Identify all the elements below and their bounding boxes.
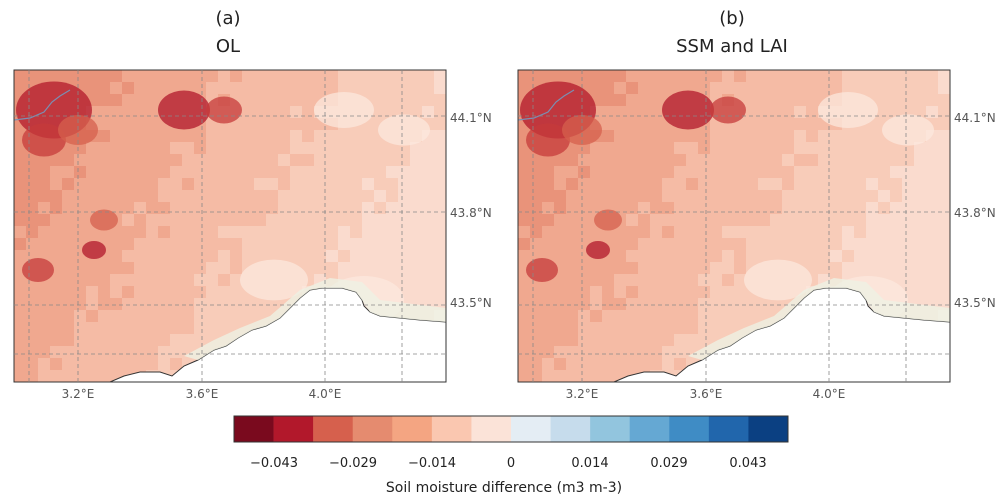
map-panel-b <box>518 70 950 382</box>
colorbar-tick-5: 0.014 <box>571 456 609 471</box>
colorbar-title: Soil moisture difference (m3 m-3) <box>385 480 623 496</box>
map-a-river <box>14 89 71 121</box>
map-panel-a <box>14 70 446 382</box>
colorbar-swatch <box>708 416 749 442</box>
colorbar-swatch <box>550 416 591 442</box>
map-a-frame <box>13 69 447 383</box>
map-a-lon-tick-2: 3.6°E <box>186 387 219 401</box>
colorbar-swatch <box>313 416 354 442</box>
colorbar-frame <box>233 415 789 443</box>
panel-b-label: (b) <box>719 8 745 29</box>
colorbar-swatch <box>748 416 789 442</box>
panel-b-title: SSM and LAI <box>676 36 788 57</box>
colorbar-swatch <box>590 416 631 442</box>
colorbar-swatch <box>471 416 512 442</box>
colorbar-tick-7: 0.043 <box>729 456 767 471</box>
map-a-lat-tick-2: 43.8°N <box>450 206 492 220</box>
map-b-river <box>518 89 575 121</box>
colorbar-swatch <box>273 416 314 442</box>
colorbar-swatch <box>431 416 472 442</box>
colorbar-swatch <box>629 416 670 442</box>
map-a-shore-tint <box>184 278 446 360</box>
map-b-lat-tick-1: 44.1°N <box>954 111 996 125</box>
colorbar-swatch <box>352 416 393 442</box>
map-b-lon-tick-1: 3.2°E <box>566 387 599 401</box>
colorbar-swatch <box>511 416 551 442</box>
map-b-shore-tint <box>688 278 950 360</box>
map-a-lon-tick-1: 3.2°E <box>62 387 95 401</box>
map-b-frame <box>517 69 951 383</box>
colorbar-tick-6: 0.029 <box>650 456 688 471</box>
colorbar-swatch <box>234 416 274 442</box>
colorbar-tick-2: −0.029 <box>328 456 378 471</box>
map-b-lat-tick-2: 43.8°N <box>954 206 996 220</box>
map-b-lon-tick-2: 3.6°E <box>690 387 723 401</box>
map-b-gridlines <box>518 70 950 382</box>
map-a-lon-tick-3: 4.0°E <box>309 387 342 401</box>
map-a-lat-tick-3: 43.5°N <box>450 296 492 310</box>
colorbar-swatch <box>392 416 433 442</box>
map-b-lon-tick-3: 4.0°E <box>813 387 846 401</box>
colorbar-tick-4: 0 <box>506 456 516 471</box>
panel-a-title: OL <box>215 36 241 57</box>
colorbar <box>234 416 789 442</box>
map-b-lat-tick-3: 43.5°N <box>954 296 996 310</box>
map-a-gridlines <box>14 70 446 382</box>
colorbar-tick-1: −0.043 <box>249 456 299 471</box>
colorbar-tick-3: −0.014 <box>407 456 457 471</box>
colorbar-swatch <box>669 416 710 442</box>
panel-a-label: (a) <box>215 8 241 29</box>
map-a-lat-tick-1: 44.1°N <box>450 111 492 125</box>
